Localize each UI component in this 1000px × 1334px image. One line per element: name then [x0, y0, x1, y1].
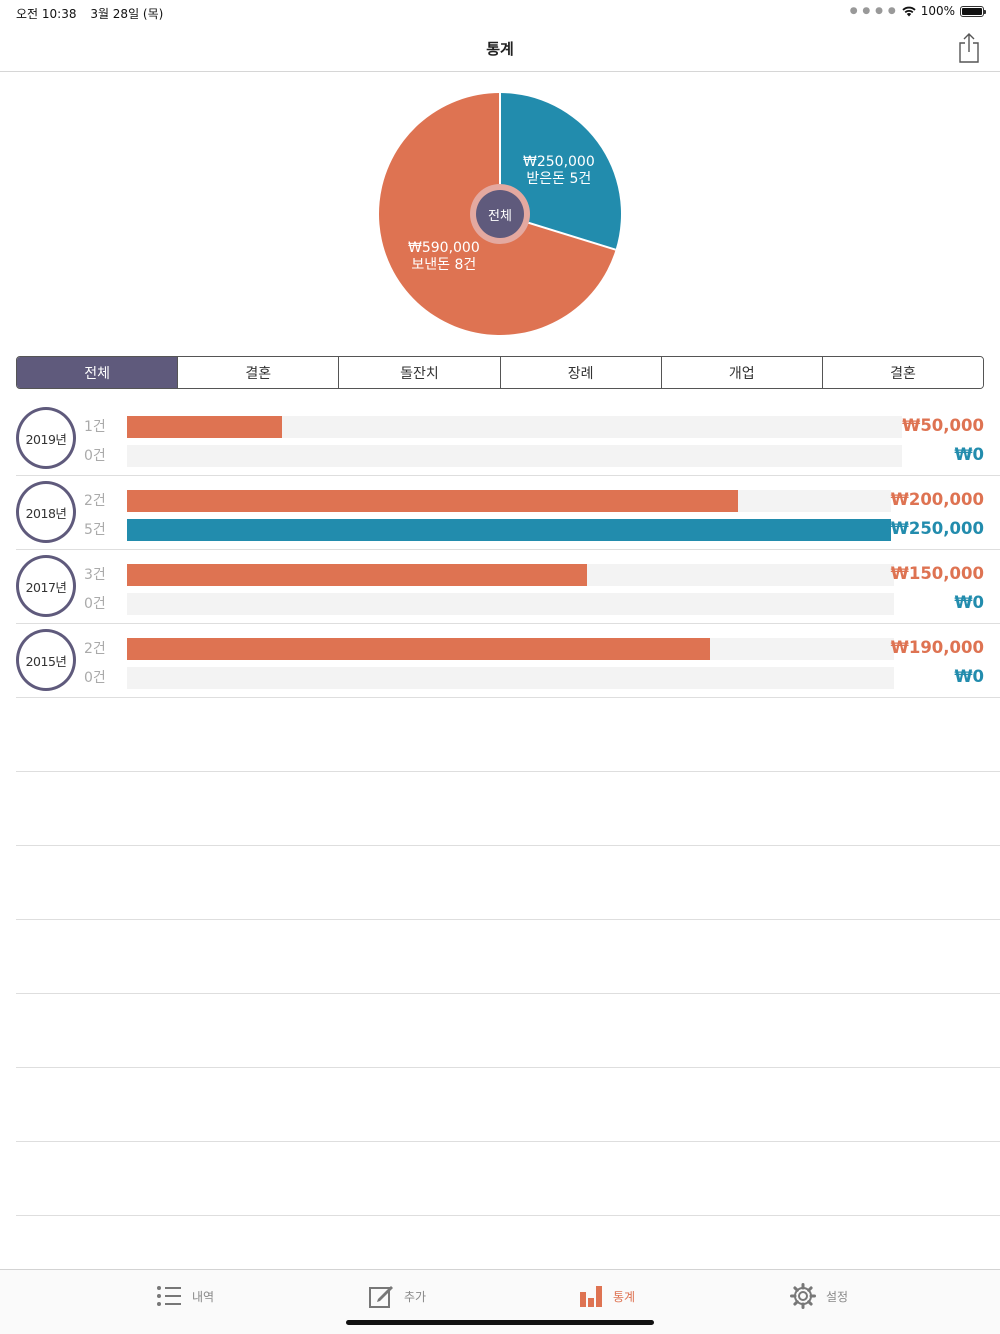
year-badge: 2017년	[16, 555, 76, 617]
received-count: 5건	[84, 522, 106, 538]
empty-row	[16, 772, 1000, 846]
sent-bar-track	[127, 638, 894, 660]
tab-settings-label: 설정	[826, 1289, 849, 1304]
year-row[interactable]: 2019년 1건 0건 ₩50,000 ₩0	[16, 402, 1000, 476]
received-bar-track	[127, 667, 894, 689]
sent-count: 3건	[84, 567, 106, 583]
nav-bar: 통계	[0, 24, 1000, 72]
year-row[interactable]: 2015년 2건 0건 ₩190,000 ₩0	[16, 624, 1000, 698]
tab-history[interactable]: 내역	[156, 1282, 214, 1310]
battery-percent: 100%	[920, 4, 955, 18]
sent-amount: ₩590,000	[408, 240, 480, 256]
sent-bar	[127, 490, 739, 512]
segment-wedding-2[interactable]: 결혼	[821, 357, 983, 388]
year-badge: 2015년	[16, 629, 76, 691]
sent-amount: ₩200,000	[890, 490, 984, 509]
page-title: 통계	[486, 40, 514, 58]
tab-settings[interactable]: 설정	[790, 1282, 848, 1310]
year-badge: 2019년	[16, 407, 76, 469]
tab-stats[interactable]: 통계	[579, 1282, 635, 1310]
segment-all[interactable]: 전체	[17, 357, 178, 388]
status-bar: 오전 10:38 3월 28일 (목) ● ● ● ● 100%	[0, 0, 1000, 24]
sent-bar-track	[127, 416, 902, 438]
empty-row	[16, 920, 1000, 994]
received-amount: ₩0	[954, 445, 984, 464]
list-icon	[157, 1286, 181, 1306]
sent-caption: 보낸돈 8건	[411, 257, 477, 273]
gear-icon	[790, 1283, 816, 1309]
sent-count: 1건	[84, 419, 106, 435]
sent-count: 2건	[84, 641, 106, 657]
received-amount: ₩250,000	[890, 519, 984, 538]
bar-chart-icon	[580, 1286, 602, 1307]
sent-bar-track	[127, 564, 894, 586]
summary-pie-chart: ₩250,000 받은돈 5건 ₩590,000 보낸돈 8건 전체	[378, 92, 622, 336]
tab-stats-label: 통계	[613, 1289, 636, 1304]
status-time: 오전 10:38	[16, 7, 77, 21]
pie-label-sent: ₩590,000 보낸돈 8건	[408, 240, 480, 274]
status-right: ● ● ● ● 100%	[849, 4, 986, 18]
segment-wedding[interactable]: 결혼	[177, 357, 339, 388]
pie-slice-received[interactable]	[500, 93, 621, 250]
segment-funeral[interactable]: 장례	[499, 357, 661, 388]
pie-center-label: 전체	[476, 190, 524, 238]
sent-bar	[127, 564, 588, 586]
share-button[interactable]	[956, 32, 982, 64]
year-row[interactable]: 2018년 2건 5건 ₩200,000 ₩250,000	[16, 476, 1000, 550]
wifi-icon	[902, 6, 916, 16]
tab-history-label: 내역	[192, 1289, 215, 1304]
year-badge: 2018년	[16, 481, 76, 543]
empty-row	[16, 1142, 1000, 1216]
sent-amount: ₩190,000	[890, 638, 984, 657]
segment-opening[interactable]: 개업	[660, 357, 822, 388]
pie-label-received: ₩250,000 받은돈 5건	[523, 154, 595, 188]
tab-add-label: 추가	[404, 1289, 427, 1304]
sent-amount: ₩150,000	[890, 564, 984, 583]
pie-center-button[interactable]: 전체	[470, 184, 530, 244]
received-count: 0건	[84, 670, 106, 686]
year-row[interactable]: 2017년 3건 0건 ₩150,000 ₩0	[16, 550, 1000, 624]
received-bar-track	[127, 445, 902, 467]
received-count: 0건	[84, 448, 106, 464]
received-amount: ₩0	[954, 667, 984, 686]
status-left: 오전 10:38 3월 28일 (목)	[16, 5, 173, 22]
received-amount: ₩250,000	[523, 154, 595, 170]
received-bar-track	[127, 519, 891, 541]
empty-row	[16, 846, 1000, 920]
home-indicator	[346, 1320, 654, 1325]
category-segmented-control: 전체 결혼 돌잔치 장례 개업 결혼	[16, 356, 984, 389]
year-stats-list: 2019년 1건 0건 ₩50,000 ₩0 2018년 2건 5건 ₩200,…	[16, 402, 1000, 1216]
signal-icon: ● ● ● ●	[849, 6, 897, 16]
received-amount: ₩0	[954, 593, 984, 612]
received-bar-track	[127, 593, 894, 615]
received-count: 0건	[84, 596, 106, 612]
status-date: 3월 28일 (목)	[90, 7, 164, 21]
sent-bar	[127, 638, 710, 660]
empty-row	[16, 1068, 1000, 1142]
tab-add[interactable]: 추가	[368, 1282, 426, 1310]
sent-bar	[127, 416, 282, 438]
segment-first-birthday[interactable]: 돌잔치	[338, 357, 500, 388]
compose-icon	[369, 1286, 393, 1308]
empty-row	[16, 994, 1000, 1068]
sent-bar-track	[127, 490, 891, 512]
received-caption: 받은돈 5건	[526, 171, 592, 187]
sent-amount: ₩50,000	[902, 416, 984, 435]
empty-row	[16, 698, 1000, 772]
battery-icon	[960, 5, 986, 17]
sent-count: 2건	[84, 493, 106, 509]
received-bar	[127, 519, 891, 541]
